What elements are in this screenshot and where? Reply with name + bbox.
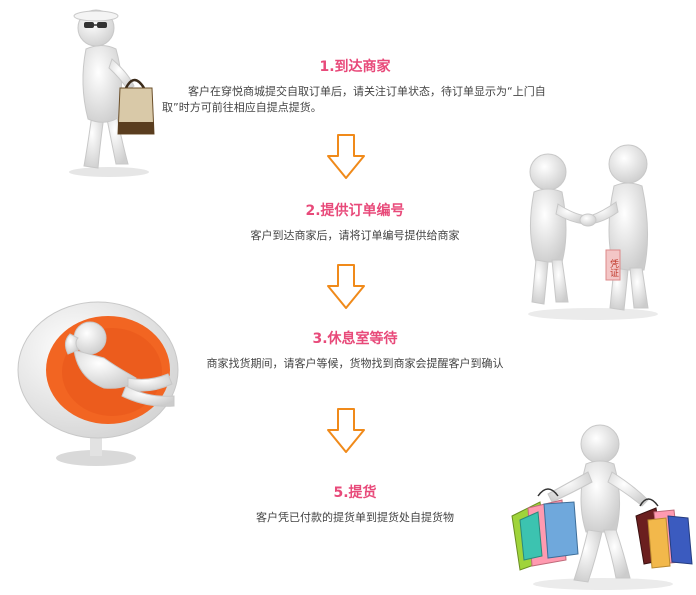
down-arrow-icon xyxy=(327,408,365,453)
step-1-title: 1.到达商家 xyxy=(319,59,391,75)
step-2-title: 2.提供订单编号 xyxy=(305,203,405,219)
down-arrow-icon xyxy=(327,264,365,309)
step-1-description: 客户在穿悦商城提交自取订单后，请关注订单状态，待订单显示为“上门自取”时方可前往… xyxy=(162,85,546,114)
step-3: 3.休息室等待 商家找货期间，请客户等候，货物找到商家会提醒客户到确认 xyxy=(160,330,550,372)
step-4-title: 5.提货 xyxy=(333,485,377,501)
step-2-description: 客户到达商家后，请将订单编号提供给商家 xyxy=(250,229,460,242)
step-4: 5.提货 客户凭已付款的提货单到提货处自提货物 xyxy=(160,484,550,526)
step-2: 2.提供订单编号 客户到达商家后，请将订单编号提供给商家 xyxy=(160,202,550,244)
step-4-description: 客户凭已付款的提货单到提货处自提货物 xyxy=(256,511,454,524)
step-1: 1.到达商家 客户在穿悦商城提交自取订单后，请关注订单状态，待订单显示为“上门自… xyxy=(160,58,550,116)
step-3-description: 商家找货期间，请客户等候，货物找到商家会提醒客户到确认 xyxy=(206,357,504,370)
ticket-label: 凭证 xyxy=(608,258,619,277)
egg-chair-resting-figure xyxy=(17,301,179,466)
down-arrow-icon xyxy=(327,134,365,179)
shopping-bags-figure xyxy=(511,424,693,590)
shopper-with-handbag-figure xyxy=(69,9,155,177)
handshake-figures: 凭证 xyxy=(528,144,658,320)
step-3-title: 3.休息室等待 xyxy=(312,331,398,347)
